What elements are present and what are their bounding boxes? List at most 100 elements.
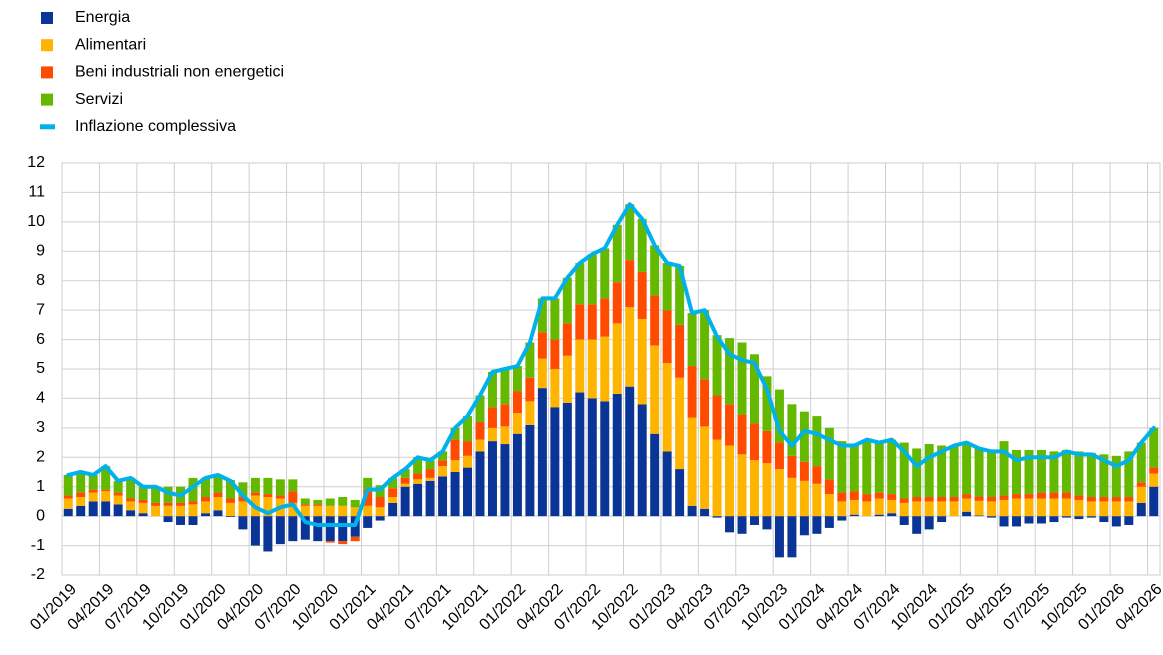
bar-segment (712, 335, 722, 396)
bar-segment (1024, 498, 1034, 517)
bar-segment (438, 451, 448, 461)
bar-segment (600, 336, 610, 402)
legend-label: Alimentari (75, 36, 146, 53)
bar-segment (662, 451, 672, 517)
bar-segment (313, 516, 323, 542)
bar-segment (263, 516, 273, 552)
bar-segment (1012, 498, 1022, 517)
bar-segment (974, 515, 984, 517)
bar-segment (1136, 482, 1146, 487)
bar-segment (774, 469, 784, 517)
bar-segment (837, 492, 847, 502)
bar-segment (363, 477, 373, 490)
bar-segment (737, 342, 747, 415)
bar-segment (425, 477, 435, 481)
bar-segment (712, 516, 722, 518)
bar-segment (213, 510, 223, 517)
legend-label: Beni industriali non energetici (75, 64, 284, 81)
bar-segment (1074, 495, 1084, 500)
bar-segment (1099, 497, 1109, 502)
bar-segment (974, 500, 984, 516)
y-tick-label: 0 (36, 507, 45, 524)
bar-segment (1149, 486, 1159, 517)
bar-segment (438, 460, 448, 467)
bar-segment (138, 499, 148, 503)
bar-segment (1036, 449, 1046, 493)
bar-segment (924, 501, 934, 517)
bar-segment (188, 477, 198, 502)
bar-segment (725, 445, 735, 517)
bar-segment (1149, 427, 1159, 468)
bar-segment (325, 541, 335, 543)
bar-segment (400, 469, 410, 478)
bar-segment (213, 492, 223, 498)
bar-segment (1086, 452, 1096, 498)
bar-segment (625, 307, 635, 387)
bar-segment (650, 295, 660, 346)
legend-swatch (41, 39, 53, 52)
bar-segment (101, 501, 111, 517)
bar-segment (76, 472, 86, 493)
bar-segment (537, 388, 547, 517)
bar-segment (275, 495, 285, 499)
bar-segment (1049, 516, 1059, 523)
bar-segment (1061, 516, 1071, 518)
bar-segment (550, 407, 560, 517)
bar-segment (475, 395, 485, 422)
bar-segment (912, 448, 922, 498)
legend-swatch (41, 66, 53, 79)
bar-segment (525, 401, 535, 425)
bar-segment (288, 491, 298, 503)
bar-segment (413, 479, 423, 484)
bar-segment (76, 505, 86, 517)
bar-segment (1012, 449, 1022, 495)
bar-segment (463, 455, 473, 468)
bar-segment (725, 338, 735, 405)
bar-segment (612, 323, 622, 395)
bar-segment (612, 282, 622, 324)
bar-segment (463, 467, 473, 517)
bar-segment (487, 407, 497, 428)
bar-segment (413, 483, 423, 517)
bar-segment (862, 494, 872, 502)
bar-segment (63, 508, 73, 517)
bar-segment (250, 516, 260, 546)
bar-segment (849, 445, 859, 492)
bar-segment (887, 494, 897, 500)
y-tick-label: -1 (31, 537, 45, 554)
bar-segment (562, 402, 572, 517)
bar-segment (687, 313, 697, 367)
bar-segment (76, 497, 86, 506)
bar-segment (787, 455, 797, 478)
bar-segment (188, 504, 198, 517)
bar-segment (425, 469, 435, 478)
bar-segment (675, 377, 685, 470)
bar-segment (238, 497, 248, 502)
bar-segment (1124, 516, 1134, 525)
bar-segment (1111, 516, 1121, 527)
bar-segment (325, 516, 335, 542)
legend-swatch (40, 124, 55, 130)
bar-segment (662, 363, 672, 452)
bar-segment (962, 511, 972, 517)
bar-segment (200, 477, 210, 498)
bar-segment (849, 499, 859, 515)
bar-segment (774, 389, 784, 443)
y-tick-label: 10 (27, 213, 45, 230)
bar-segment (1124, 451, 1134, 498)
line (66, 202, 1156, 527)
bar-segment (849, 514, 859, 517)
y-tick-label: 9 (36, 243, 45, 260)
bar-segment (238, 501, 248, 517)
bar-segment (687, 366, 697, 418)
bar-segment (525, 342, 535, 378)
bar-segment (587, 254, 597, 305)
y-tick-label: 2 (36, 449, 45, 466)
bar-segment (650, 433, 660, 517)
bar-segment (288, 502, 298, 517)
bar-segment (987, 516, 997, 518)
bar-segment (587, 304, 597, 340)
bar-segment (874, 498, 884, 515)
bar-segment (1036, 516, 1046, 524)
bar-segment (450, 460, 460, 472)
